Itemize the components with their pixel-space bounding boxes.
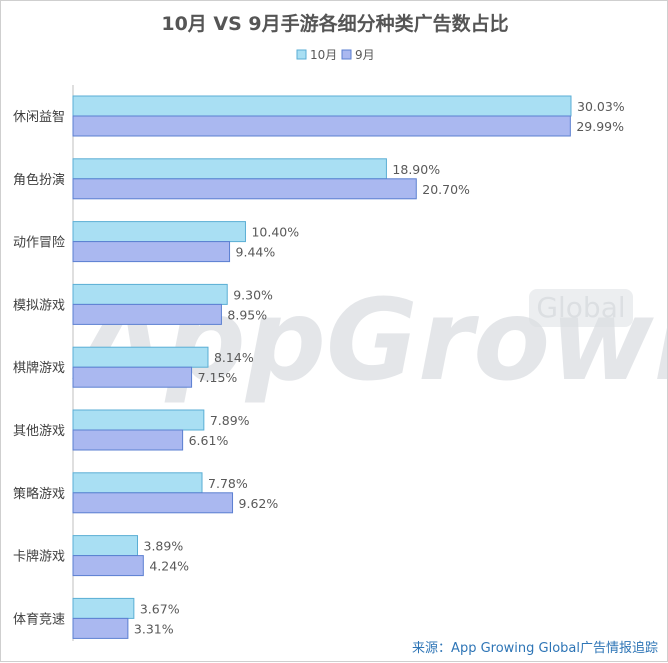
legend-swatch-october [296, 49, 307, 60]
data-label-october: 7.78% [208, 476, 248, 491]
category-label: 策略游戏 [13, 486, 65, 502]
watermark-badge-box [529, 289, 633, 327]
bar-october [72, 283, 228, 305]
category-label: 模拟游戏 [13, 298, 65, 313]
plot-area: 休闲益智 30.03% 29.99% 角色扮演 18.90% 20.70% 动作冒险 10.4… [13, 95, 625, 639]
bar-september [72, 366, 193, 388]
data-label-september: 3.31% [134, 621, 174, 636]
bar-september [72, 178, 417, 200]
data-label-october: 7.89% [210, 413, 250, 428]
data-label-october: 3.67% [140, 601, 180, 616]
legend: 10月 9月 [296, 48, 375, 62]
data-label-october: 18.90% [392, 162, 440, 177]
data-label-september: 6.61% [189, 433, 229, 448]
bar-september [72, 429, 184, 451]
legend-swatch-september [341, 49, 352, 60]
bar-september [72, 241, 231, 263]
bar-october [72, 409, 205, 431]
category-label: 角色扮演 [13, 172, 65, 188]
data-label-october: 8.14% [214, 350, 254, 365]
bar-september [72, 115, 571, 137]
data-label-october: 10.40% [251, 225, 299, 240]
category-label: 体育竞速 [13, 611, 65, 627]
bar-october [72, 158, 387, 180]
bar-october [72, 597, 135, 619]
data-label-september: 8.95% [227, 307, 267, 322]
category-label: 其他游戏 [13, 424, 65, 439]
source-note: 来源：App Growing Global广告情报追踪 [412, 640, 658, 656]
category-label: 卡牌游戏 [13, 549, 65, 565]
bar-october [72, 221, 246, 243]
data-label-september: 4.24% [149, 559, 189, 574]
legend-label-october: 10月 [310, 48, 337, 62]
category-label: 休闲益智 [13, 110, 65, 125]
data-label-october: 9.30% [233, 287, 273, 302]
data-label-september: 7.15% [198, 370, 238, 385]
data-label-october: 30.03% [577, 99, 625, 114]
bar-september [72, 617, 129, 639]
legend-label-september: 9月 [355, 48, 375, 62]
category-label: 动作冒险 [13, 236, 65, 251]
bar-september [72, 303, 222, 325]
data-label-september: 20.70% [422, 182, 470, 197]
chart-title: 10月 VS 9月手游各细分种类广告数占比 [161, 12, 508, 35]
bar-september [72, 555, 144, 577]
bar-october [72, 535, 139, 557]
bar-october [72, 95, 572, 117]
category-label: 棋牌游戏 [13, 360, 65, 376]
watermark-badge-text: Global [536, 291, 625, 324]
bar-october [72, 472, 203, 494]
data-label-september: 29.99% [576, 119, 624, 134]
data-label-september: 9.62% [239, 496, 279, 511]
data-label-october: 3.89% [144, 539, 184, 554]
bar-september [72, 492, 234, 514]
data-label-september: 9.44% [236, 245, 276, 260]
bar-october [72, 346, 209, 368]
